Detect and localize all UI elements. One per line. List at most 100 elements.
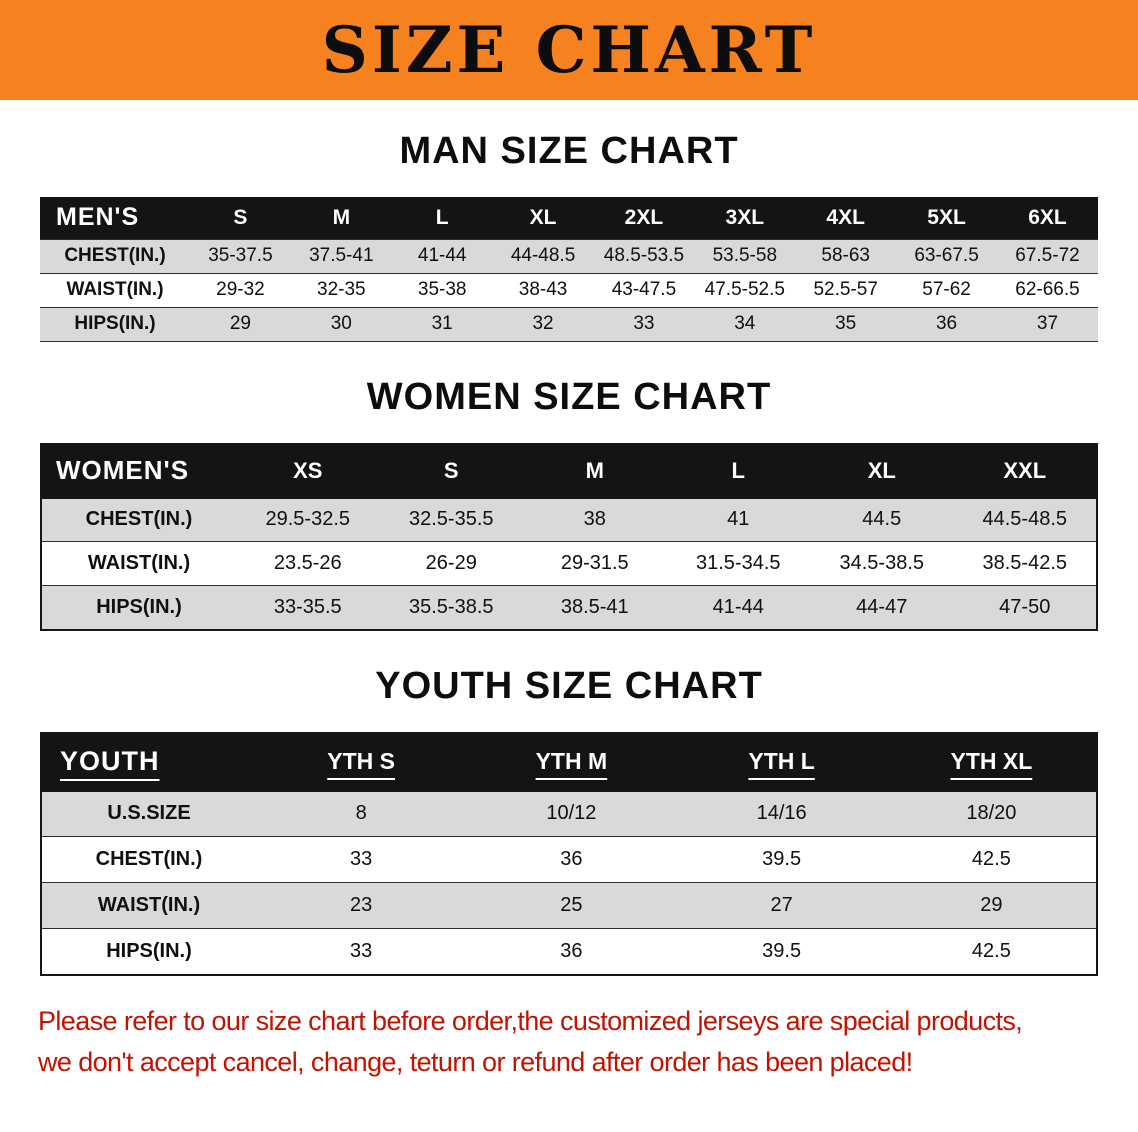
value-cell: 36 xyxy=(466,836,677,883)
table-row: CHEST(IN.) 35-37.5 37.5-41 41-44 44-48.5 48.5… xyxy=(40,239,1098,273)
value-cell: 42.5 xyxy=(886,928,1097,975)
value-cell: 33 xyxy=(256,836,467,883)
value-cell: 41-44 xyxy=(391,239,493,273)
value-cell: 23 xyxy=(256,882,467,929)
value-cell: 26-29 xyxy=(379,541,523,586)
row-label-cell: HIPS(IN.) xyxy=(41,928,256,975)
table-row: WAIST(IN.) 23 25 27 29 xyxy=(41,882,1097,929)
value-cell: 37 xyxy=(997,307,1098,341)
row-label-cell: WAIST(IN.) xyxy=(41,882,256,929)
table-row: HIPS(IN.) 29 30 31 32 33 34 35 36 37 xyxy=(40,307,1098,341)
value-cell: 35 xyxy=(795,307,897,341)
value-cell: 41-44 xyxy=(666,585,810,630)
size-header-cell: XS xyxy=(236,443,380,498)
value-cell: 31.5-34.5 xyxy=(666,541,810,586)
value-cell: 44.5 xyxy=(810,497,954,542)
row-label-cell: CHEST(IN.) xyxy=(41,497,236,542)
youth-section-heading: YOUTH SIZE CHART xyxy=(375,664,763,707)
value-cell: 35-37.5 xyxy=(190,239,291,273)
value-cell: 30 xyxy=(290,307,392,341)
row-label-cell: HIPS(IN.) xyxy=(40,307,190,341)
table-row: WAIST(IN.) 23.5-26 26-29 29-31.5 31.5-34.5 34… xyxy=(41,541,1097,586)
row-label-cell: CHEST(IN.) xyxy=(41,836,256,883)
value-cell: 63-67.5 xyxy=(896,239,997,273)
value-cell: 57-62 xyxy=(896,273,997,307)
value-cell: 33 xyxy=(593,307,695,341)
women-section-heading: WOMEN SIZE CHART xyxy=(366,375,772,418)
footer-disclaimer: Please refer to our size chart before or… xyxy=(38,1006,1100,1078)
value-cell: 23.5-26 xyxy=(236,541,380,586)
table-row: U.S.SIZE 8 10/12 14/16 18/20 xyxy=(41,790,1097,837)
row-label-cell: HIPS(IN.) xyxy=(41,585,236,630)
row-label-cell: WAIST(IN.) xyxy=(40,273,190,307)
value-cell: 58-63 xyxy=(795,239,897,273)
row-label-cell: WAIST(IN.) xyxy=(41,541,236,586)
table-title-cell: YOUTH xyxy=(41,732,256,791)
value-cell: 27 xyxy=(676,882,887,929)
value-cell: 47-50 xyxy=(953,585,1097,630)
value-cell: 29-32 xyxy=(190,273,291,307)
disclaimer-line-1: Please refer to our size chart before or… xyxy=(38,1005,1023,1036)
value-cell: 14/16 xyxy=(676,790,887,837)
value-cell: 32 xyxy=(492,307,594,341)
size-header-cell: XXL xyxy=(953,443,1097,498)
value-cell: 10/12 xyxy=(466,790,677,837)
value-cell: 53.5-58 xyxy=(694,239,796,273)
value-cell: 47.5-52.5 xyxy=(694,273,796,307)
value-cell: 44-47 xyxy=(810,585,954,630)
size-header-cell: 3XL xyxy=(694,197,796,239)
value-cell: 33 xyxy=(256,928,467,975)
size-header-cell: S xyxy=(379,443,523,498)
table-row: CHEST(IN.) 33 36 39.5 42.5 xyxy=(41,836,1097,883)
value-cell: 52.5-57 xyxy=(795,273,897,307)
value-cell: 32-35 xyxy=(290,273,392,307)
size-header-cell: YTH M xyxy=(466,732,677,791)
banner-title: SIZE CHART xyxy=(321,12,817,88)
size-header-cell: 2XL xyxy=(593,197,695,239)
value-cell: 29-31.5 xyxy=(523,541,667,586)
women-size-section: WOMEN SIZE CHART WOMEN'S XS S M L XL XXL CHEST(… xyxy=(0,376,1138,631)
size-header-cell: YTH S xyxy=(256,732,467,791)
value-cell: 39.5 xyxy=(676,836,887,883)
value-cell: 41 xyxy=(666,497,810,542)
value-cell: 18/20 xyxy=(886,790,1097,837)
youth-size-table: YOUTH YTH S YTH M YTH L YTH XL U.S.SIZE 8 10/12… xyxy=(40,731,1098,976)
value-cell: 62-66.5 xyxy=(997,273,1098,307)
value-cell: 29 xyxy=(190,307,291,341)
value-cell: 38 xyxy=(523,497,667,542)
size-header-cell: YTH L xyxy=(676,732,887,791)
value-cell: 25 xyxy=(466,882,677,929)
value-cell: 42.5 xyxy=(886,836,1097,883)
value-cell: 38.5-41 xyxy=(523,585,667,630)
size-header-cell: XL xyxy=(492,197,594,239)
size-header-row: WOMEN'S XS S M L XL XXL xyxy=(41,443,1097,498)
table-row: WAIST(IN.) 29-32 32-35 35-38 38-43 43-47.5 47.… xyxy=(40,273,1098,307)
value-cell: 35.5-38.5 xyxy=(379,585,523,630)
value-cell: 31 xyxy=(391,307,493,341)
value-cell: 33-35.5 xyxy=(236,585,380,630)
size-header-row: YOUTH YTH S YTH M YTH L YTH XL xyxy=(41,732,1097,791)
men-size-table: MEN'S S M L XL 2XL 3XL 4XL 5XL 6XL CHEST(IN.) 35-37… xyxy=(40,197,1098,342)
value-cell: 39.5 xyxy=(676,928,887,975)
value-cell: 44-48.5 xyxy=(492,239,594,273)
value-cell: 44.5-48.5 xyxy=(953,497,1097,542)
size-header-row: MEN'S S M L XL 2XL 3XL 4XL 5XL 6XL xyxy=(40,197,1098,239)
men-section-heading: MAN SIZE CHART xyxy=(399,130,739,172)
table-row: HIPS(IN.) 33 36 39.5 42.5 xyxy=(41,928,1097,975)
size-header-cell: L xyxy=(391,197,493,239)
value-cell: 48.5-53.5 xyxy=(593,239,695,273)
value-cell: 34.5-38.5 xyxy=(810,541,954,586)
value-cell: 36 xyxy=(466,928,677,975)
value-cell: 34 xyxy=(694,307,796,341)
table-title-cell: MEN'S xyxy=(40,197,190,239)
women-size-table: WOMEN'S XS S M L XL XXL CHEST(IN.) 29.5-32.5 32.5… xyxy=(40,442,1098,631)
size-header-cell: 5XL xyxy=(896,197,997,239)
size-header-cell: XL xyxy=(810,443,954,498)
value-cell: 38-43 xyxy=(492,273,594,307)
row-label-cell: CHEST(IN.) xyxy=(40,239,190,273)
table-title-cell: WOMEN'S xyxy=(41,443,236,498)
value-cell: 37.5-41 xyxy=(290,239,392,273)
value-cell: 29.5-32.5 xyxy=(236,497,380,542)
value-cell: 35-38 xyxy=(391,273,493,307)
value-cell: 43-47.5 xyxy=(593,273,695,307)
